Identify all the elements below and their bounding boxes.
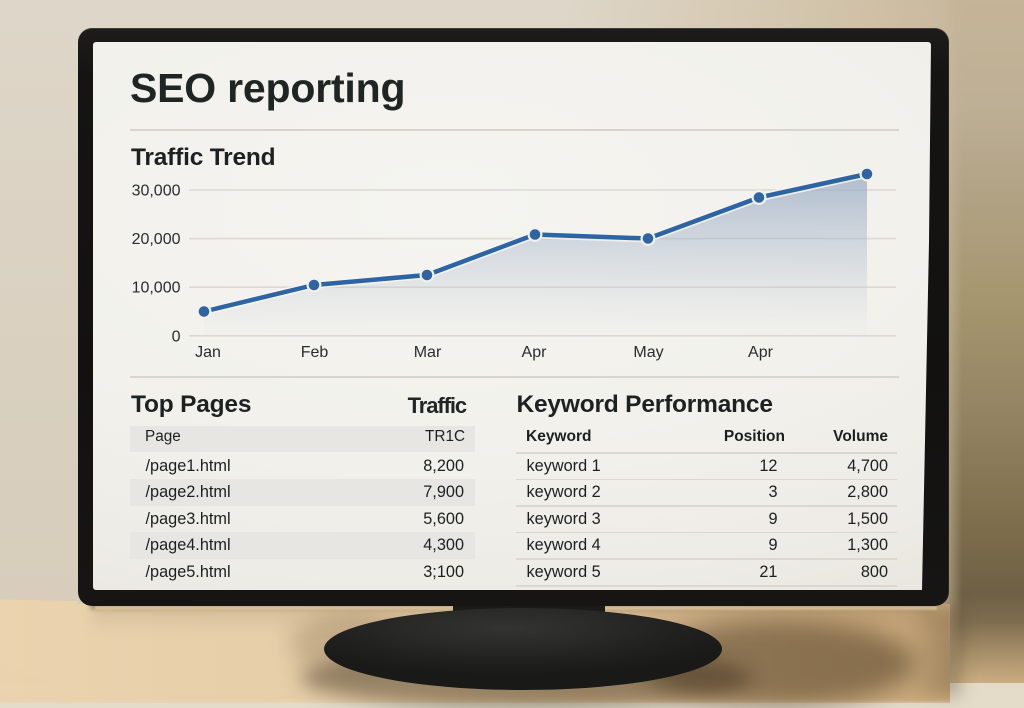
svg-text:10,000: 10,000 [132,280,181,297]
svg-text:Mar: Mar [414,344,442,361]
svg-text:Apr: Apr [748,344,774,361]
svg-text:0: 0 [172,328,181,345]
svg-text:20,000: 20,000 [132,231,181,248]
svg-text:May: May [633,344,663,361]
svg-text:Feb: Feb [301,344,329,361]
svg-text:Jan: Jan [195,344,221,361]
svg-text:30,000: 30,000 [132,183,181,200]
svg-text:Apr: Apr [522,344,548,361]
